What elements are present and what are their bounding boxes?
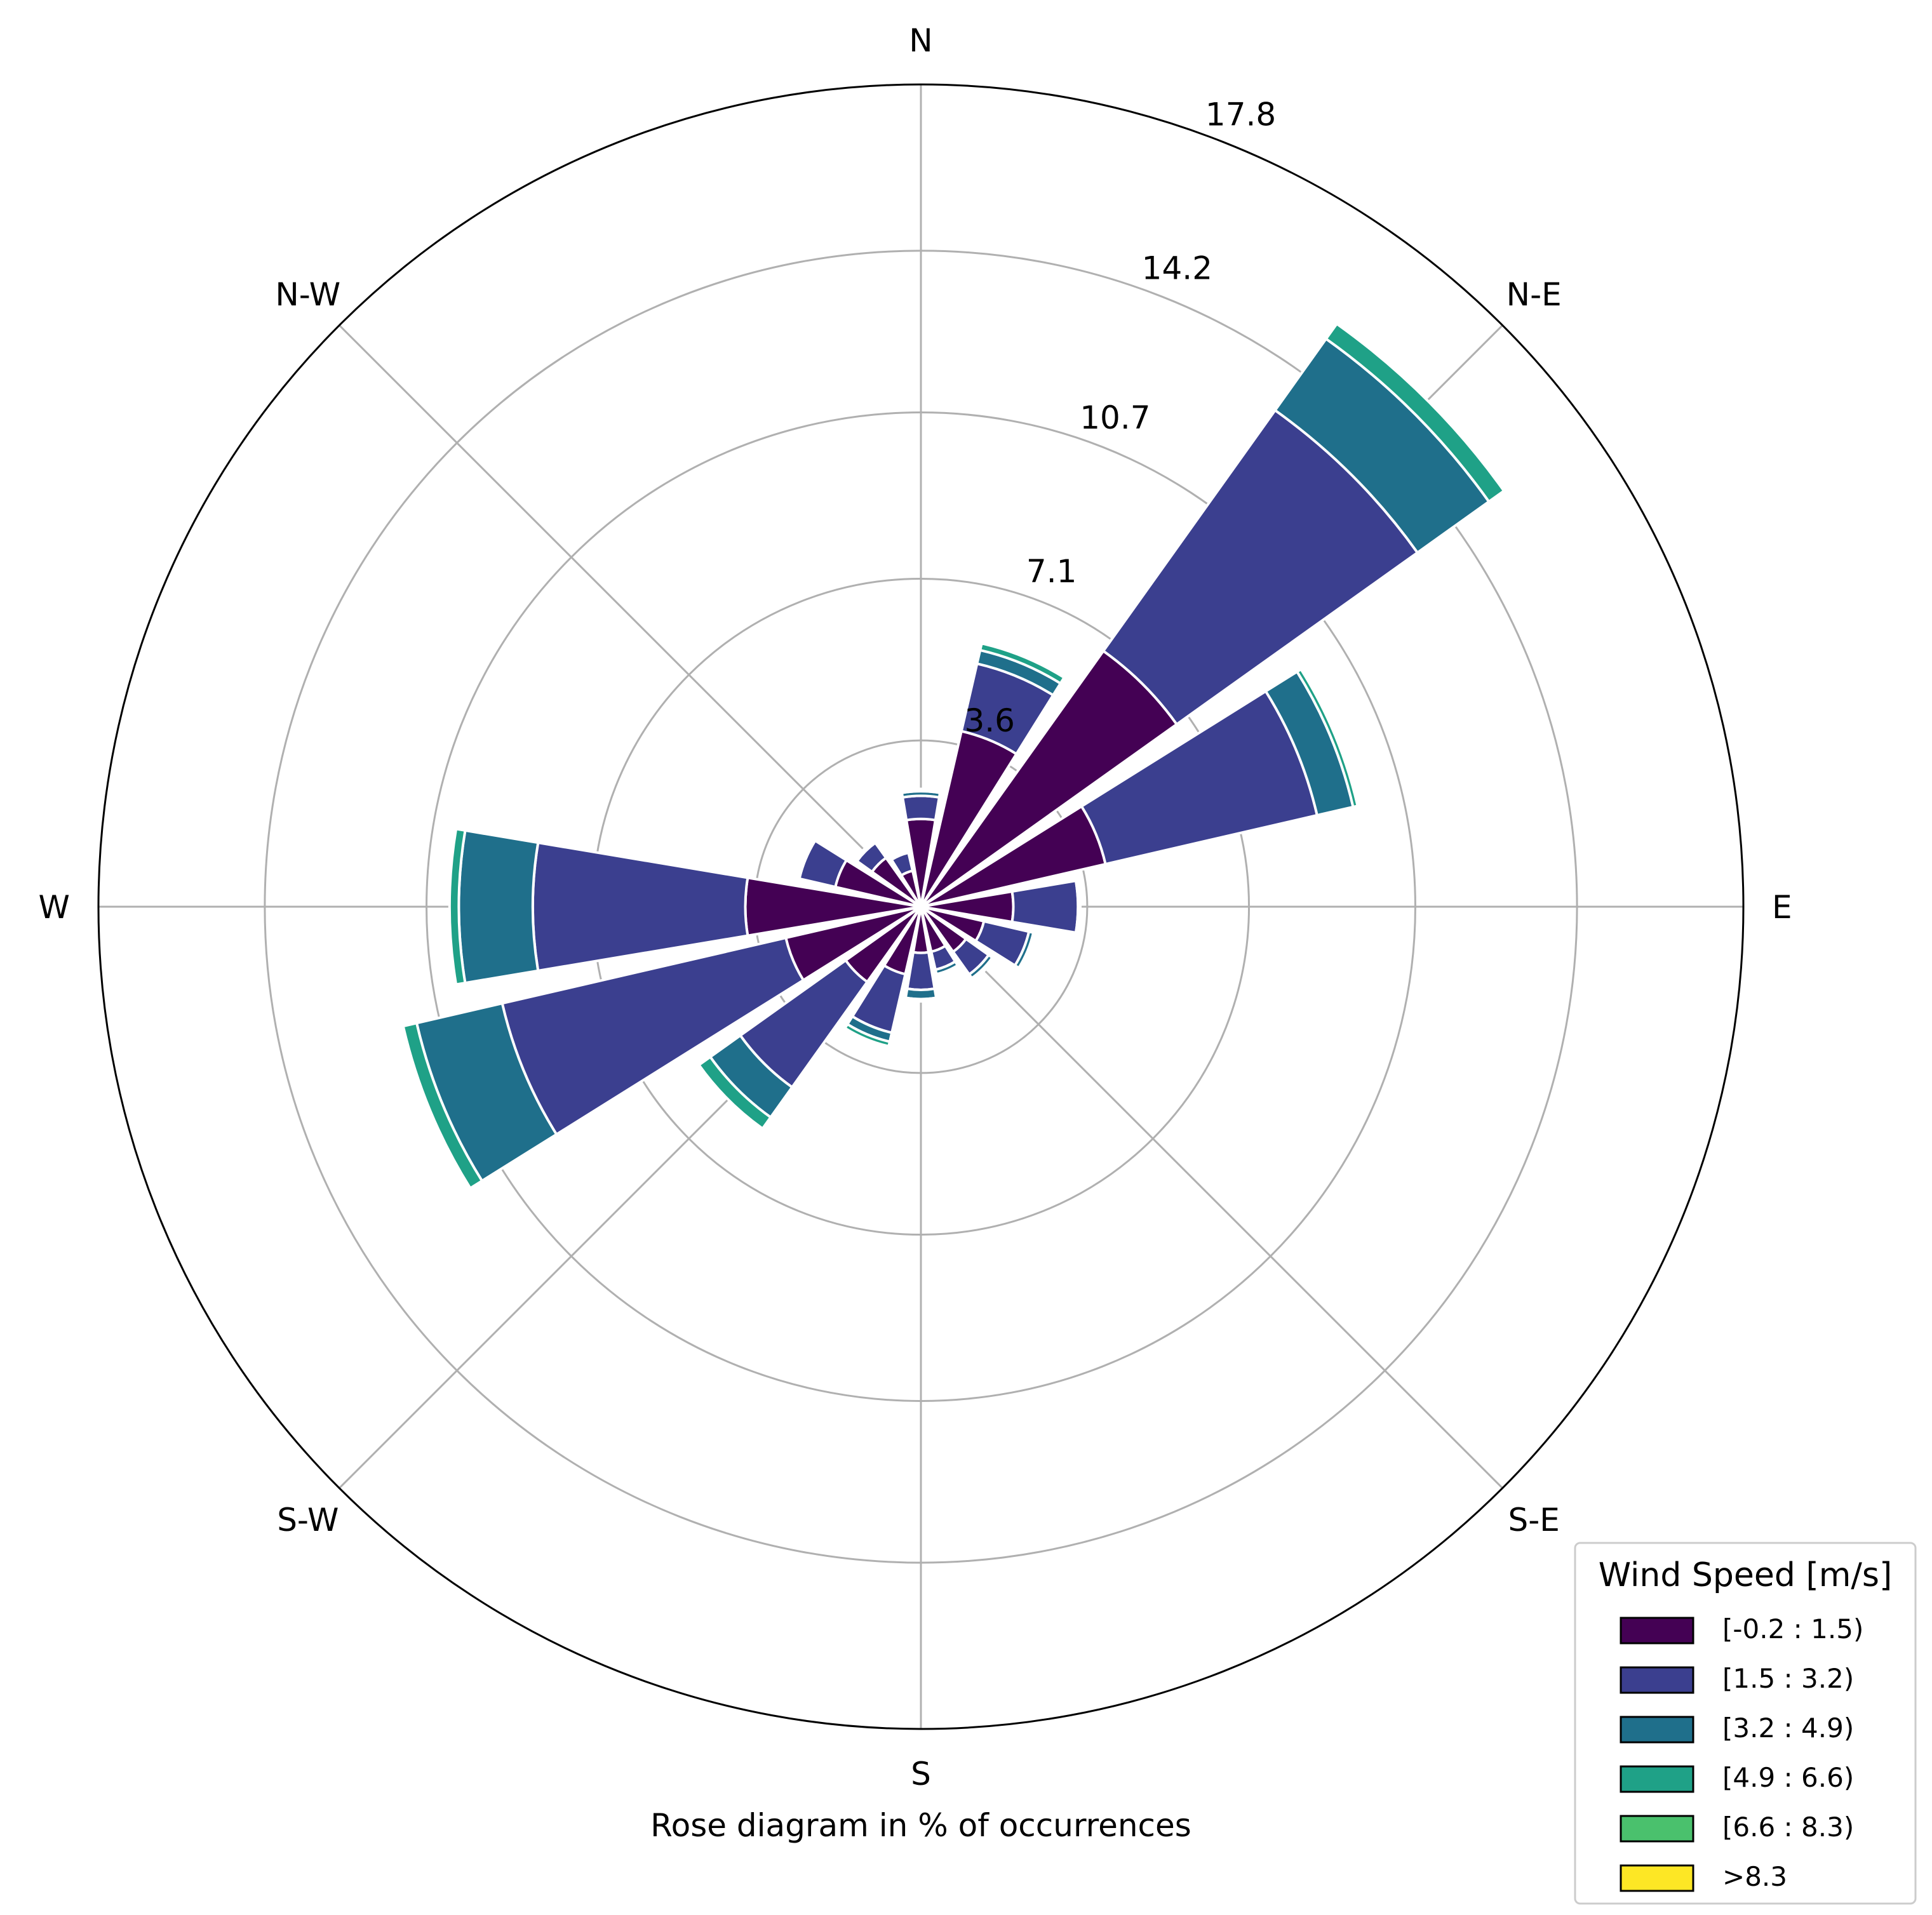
legend-label: [4.9 : 6.6) <box>1722 1762 1854 1793</box>
bar-337.5deg-bin2 <box>889 849 910 861</box>
direction-label: N-W <box>275 276 340 313</box>
grid-spoke-7 <box>339 324 922 908</box>
legend-swatch <box>1620 1815 1694 1843</box>
radial-tick-label: 14.2 <box>1142 250 1212 287</box>
bar-90deg-bin2 <box>1074 879 1082 935</box>
direction-label: W <box>39 889 70 926</box>
grid-spoke-3 <box>920 905 1503 1489</box>
bar-292.5deg-bin2 <box>796 837 817 880</box>
bar-270deg-bin1 <box>531 841 749 972</box>
bar-157.5deg-bin3 <box>935 964 960 978</box>
radial-tick-label: 3.6 <box>964 702 1015 739</box>
legend-items: [-0.2 : 1.5) [1.5 : 3.2) [3.2 : 4.9) [4.9 :… <box>1620 1613 1863 1892</box>
direction-label: E <box>1772 889 1792 926</box>
direction-label: N-E <box>1506 276 1562 313</box>
bar-270deg-bin3 <box>448 827 467 986</box>
bar-270deg-bin2 <box>457 829 540 985</box>
legend: Wind Speed [m/s] [-0.2 : 1.5) [1.5 : 3.2)… <box>1574 1542 1917 1905</box>
bar-225deg-bin3 <box>697 1055 772 1130</box>
x-axis-label: Rose diagram in % of occurrences <box>650 1807 1191 1844</box>
bar-180deg-bin1 <box>906 951 936 991</box>
direction-label: S <box>911 1756 931 1792</box>
direction-label: S-E <box>1508 1502 1560 1538</box>
radial-tick-label: 17.8 <box>1205 97 1276 133</box>
legend-swatch <box>1620 1617 1694 1645</box>
legend-label: [3.2 : 4.9) <box>1722 1712 1854 1744</box>
bar-315deg-bin2 <box>854 839 877 863</box>
legend-label: [1.5 : 3.2) <box>1722 1663 1854 1694</box>
radial-tick-label: 7.1 <box>1026 553 1077 590</box>
chart-labels: 3.6 7.1 10.7 14.2 17.8 N N-E E S-E S S-W W N-W <box>39 22 1792 1792</box>
bar-112.5deg-bin3 <box>1017 931 1037 971</box>
legend-label: >8.3 <box>1722 1861 1787 1892</box>
direction-label: N <box>909 22 932 59</box>
legend-label: [-0.2 : 1.5) <box>1722 1613 1863 1645</box>
polar-frame <box>97 83 1745 1730</box>
legend-swatch <box>1620 1716 1694 1744</box>
bar-0deg-bin3 <box>900 787 942 794</box>
bar-90deg-bin1 <box>1010 879 1080 934</box>
legend-swatch <box>1620 1864 1694 1892</box>
wind-rose-bars <box>401 322 1506 1190</box>
bar-45deg-bin3 <box>1324 322 1506 504</box>
legend-swatch <box>1620 1765 1694 1793</box>
radial-tick-label: 10.7 <box>1080 399 1150 436</box>
bar-135deg-bin3 <box>970 956 996 982</box>
polar-grid <box>98 84 1743 1729</box>
legend-title: Wind Speed [m/s] <box>1599 1556 1893 1594</box>
legend-swatch <box>1620 1666 1694 1694</box>
bar-247.5deg-bin3 <box>401 1022 483 1190</box>
bar-67.5deg-bin3 <box>1296 668 1359 808</box>
direction-label: S-W <box>277 1502 339 1538</box>
bar-180deg-bin3 <box>904 996 938 1003</box>
bar-22.5deg-bin3 <box>979 642 1066 685</box>
outer-circle <box>97 83 1745 1730</box>
legend-label: [6.6 : 8.3) <box>1722 1812 1854 1843</box>
bar-0deg-bin1 <box>901 794 941 822</box>
bar-202.5deg-bin3 <box>843 1023 891 1048</box>
